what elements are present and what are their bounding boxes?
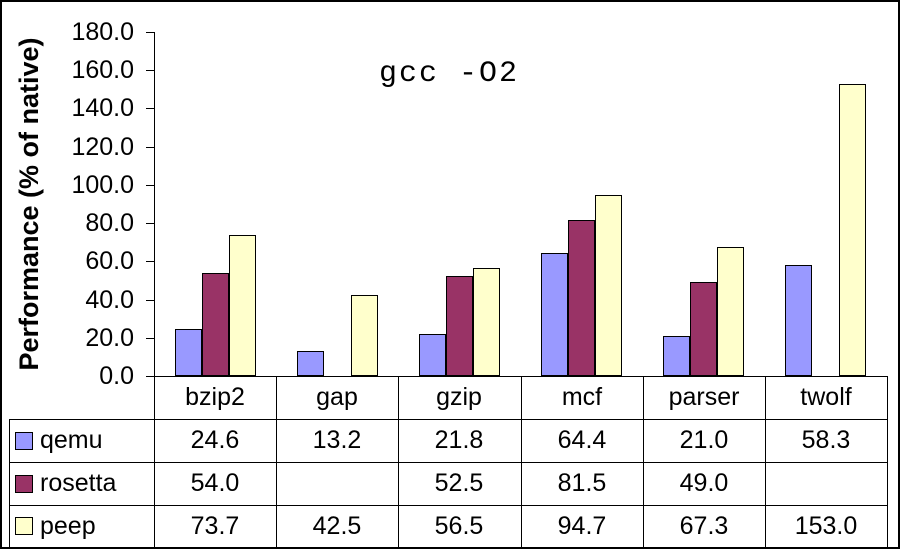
cell-rosetta-twolf <box>765 462 887 505</box>
y-tick-label: 20.0 <box>85 324 134 352</box>
bar-qemu-mcf <box>541 253 568 376</box>
legend-label-peep: peep <box>40 512 96 540</box>
bar-rosetta-parser <box>690 282 717 376</box>
table-horizontal-border <box>9 462 888 463</box>
y-tick-label: 180.0 <box>71 18 134 46</box>
table-horizontal-border <box>9 547 888 548</box>
y-tick-label: 100.0 <box>71 171 134 199</box>
bar-qemu-gzip <box>419 334 446 376</box>
bar-peep-gap <box>351 295 378 376</box>
cell-rosetta-mcf: 81.5 <box>557 469 607 497</box>
category-header-bzip2: bzip2 <box>185 383 245 411</box>
cell-peep-bzip2: 73.7 <box>190 512 240 540</box>
cell-rosetta-gzip: 52.5 <box>434 469 484 497</box>
cell-qemu-gap: 13.2 <box>312 426 362 454</box>
table-column-border <box>276 376 277 547</box>
y-tick-label: 120.0 <box>71 133 134 161</box>
bar-qemu-parser <box>663 336 690 376</box>
bar-peep-mcf <box>595 195 622 376</box>
y-tick-mark <box>146 32 154 33</box>
chart-title: gcc -O2 <box>378 57 520 91</box>
y-tick-mark <box>146 147 154 148</box>
table-left-border <box>9 419 10 547</box>
y-axis-line <box>154 32 155 377</box>
cell-qemu-gzip: 21.8 <box>434 426 484 454</box>
table-column-border <box>643 376 644 547</box>
table-column-border <box>521 376 522 547</box>
category-header-twolf: twolf <box>800 383 852 411</box>
legend-swatch-peep <box>15 517 33 535</box>
y-tick-label: 160.0 <box>71 56 134 84</box>
y-tick-mark <box>146 338 154 339</box>
table-column-border <box>154 376 155 547</box>
y-tick-mark <box>146 300 154 301</box>
cell-peep-parser: 67.3 <box>679 512 729 540</box>
y-tick-label: 60.0 <box>85 247 134 275</box>
bar-rosetta-gzip <box>446 276 473 376</box>
bar-rosetta-bzip2 <box>202 273 229 376</box>
y-tick-mark <box>146 185 154 186</box>
cell-peep-gap: 42.5 <box>312 512 362 540</box>
table-column-border <box>765 376 766 547</box>
bar-rosetta-mcf <box>568 220 595 376</box>
y-tick-mark <box>146 108 154 109</box>
y-tick-mark <box>146 376 154 377</box>
y-tick-label: 40.0 <box>85 286 134 314</box>
legend-label-rosetta: rosetta <box>40 469 117 497</box>
cell-rosetta-gap <box>276 462 398 505</box>
legend-swatch-qemu <box>15 432 33 450</box>
bar-qemu-twolf <box>785 265 812 376</box>
cell-qemu-mcf: 64.4 <box>557 426 607 454</box>
category-header-mcf: mcf <box>561 383 603 411</box>
table-horizontal-border <box>9 419 888 420</box>
bar-peep-parser <box>717 247 744 376</box>
cell-rosetta-bzip2: 54.0 <box>190 469 240 497</box>
y-tick-label: 0.0 <box>99 362 134 390</box>
bar-qemu-bzip2 <box>175 329 202 376</box>
table-horizontal-border <box>9 505 888 506</box>
bar-peep-bzip2 <box>229 235 256 376</box>
cell-peep-gzip: 56.5 <box>434 512 484 540</box>
bar-peep-gzip <box>473 268 500 376</box>
y-tick-mark <box>146 223 154 224</box>
legend-label-qemu: qemu <box>40 426 103 454</box>
y-tick-label: 140.0 <box>71 94 134 122</box>
cell-peep-mcf: 94.7 <box>557 512 607 540</box>
bar-peep-twolf <box>839 84 866 376</box>
cell-qemu-bzip2: 24.6 <box>190 426 240 454</box>
category-header-parser: parser <box>668 383 740 411</box>
cell-rosetta-parser: 49.0 <box>679 469 729 497</box>
table-column-border <box>398 376 399 547</box>
category-header-gap: gap <box>316 383 358 411</box>
y-tick-mark <box>146 261 154 262</box>
y-tick-label: 80.0 <box>85 209 134 237</box>
legend-swatch-rosetta <box>15 475 33 493</box>
cell-peep-twolf: 153.0 <box>794 512 858 540</box>
table-column-border <box>887 376 888 547</box>
cell-qemu-parser: 21.0 <box>679 426 729 454</box>
bar-qemu-gap <box>297 351 324 376</box>
category-header-gzip: gzip <box>436 383 482 411</box>
y-tick-mark <box>146 70 154 71</box>
cell-qemu-twolf: 58.3 <box>801 426 851 454</box>
